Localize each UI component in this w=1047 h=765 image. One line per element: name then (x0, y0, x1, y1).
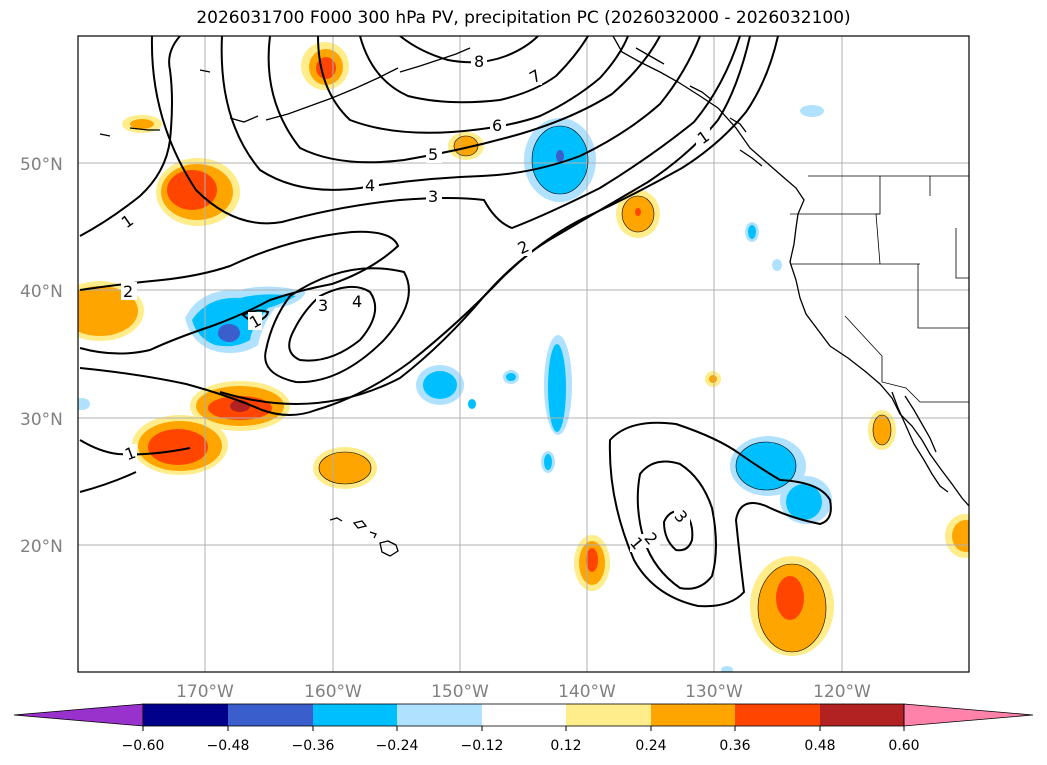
precip-blob-hawaii-north (313, 447, 377, 489)
precip-blob-off-oregon (616, 190, 660, 238)
colorbar-tick-4: −0.24 (376, 738, 419, 754)
pv-south-1 (608, 421, 832, 608)
pv-contour-3 (150, 36, 741, 230)
map-background (78, 36, 969, 672)
contour-label-5: 5 (428, 145, 438, 164)
grid-lines (78, 36, 969, 672)
pv-contour-2-north (79, 230, 400, 355)
lon-label-170w: 170°W (176, 682, 234, 702)
precip-outlines (318, 125, 892, 653)
colorbar-bin-2 (228, 704, 313, 726)
pv-low-2 (264, 267, 410, 384)
colorbar-tick-9: 0.48 (804, 738, 835, 754)
precip-blob-baja (868, 410, 896, 450)
colorbar-bin-3 (313, 704, 397, 726)
contour-label-4-low: 4 (352, 292, 362, 311)
contour-label-3: 3 (428, 187, 438, 206)
contour-label-2-w: 2 (123, 282, 133, 301)
contour-label-8: 8 (474, 52, 484, 71)
colorbar-bin-9 (820, 704, 904, 726)
lat-label-50n: 50°N (20, 155, 63, 175)
precip-neg-blob-small (78, 105, 824, 672)
colorbar-tick-6: 0.12 (550, 738, 581, 754)
lat-label-20n: 20°N (20, 537, 63, 557)
pv-contour-6 (317, 36, 629, 134)
pv-contour-7 (359, 36, 589, 104)
colorbar-bin-1 (143, 704, 228, 726)
colorbar-extend-low (13, 703, 144, 727)
precip-neg-blob-central (416, 335, 572, 473)
borders (790, 175, 969, 403)
colorbar-bin-7 (651, 704, 735, 726)
precip-blob-small-east (705, 371, 721, 387)
colorbar-tick-8: 0.36 (719, 738, 750, 754)
pv-contours (79, 36, 832, 608)
precip-blob-south-central (574, 535, 610, 591)
lat-axis-labels: 50°N 40°N 30°N 20°N (20, 155, 63, 557)
lat-label-40n: 40°N (20, 282, 63, 302)
precip-neg-blob-north (524, 118, 596, 202)
contour-label-3-low: 3 (318, 296, 328, 315)
precip-neg-blob-mid-west (185, 286, 306, 354)
precip-blob-south-east (750, 556, 834, 656)
lon-label-150w: 150°W (431, 682, 489, 702)
pv-contour-5 (267, 36, 661, 164)
contour-label-6: 6 (492, 116, 502, 135)
pv-contour-1-north (79, 36, 181, 237)
lon-label-120w: 120°W (813, 682, 871, 702)
hawaii-islands (329, 517, 399, 557)
precip-blob-mexico (945, 514, 969, 558)
colorbar-extend-high (903, 703, 1034, 727)
contour-label-4: 4 (365, 176, 375, 195)
colorbar-tick-3: −0.36 (292, 738, 335, 754)
contour-label-3-south: 3 (0, 0, 10, 4)
lat-label-30n: 30°N (20, 410, 63, 430)
pv-contour-1-sw (79, 471, 137, 493)
contour-labels: 8 7 6 5 4 3 2 1 1 1 2 3 4 3 1 1 2 3 (0, 0, 713, 553)
colorbar-bin-6 (566, 704, 651, 726)
colorbar-tick-5: −0.12 (461, 738, 504, 754)
colorbar-tick-10: 0.60 (888, 738, 919, 754)
lon-label-140w: 140°W (558, 682, 616, 702)
colorbar-bin-8 (735, 704, 820, 726)
pv-contour-1-west (79, 439, 191, 456)
pv-low-3 (288, 285, 377, 362)
lon-label-130w: 130°W (685, 682, 743, 702)
lon-label-160w: 160°W (304, 682, 362, 702)
map-frame (77, 35, 970, 673)
pv-contour-1-south (79, 36, 779, 416)
lon-axis-labels: 170°W 160°W 150°W 140°W 130°W 120°W (176, 682, 871, 702)
colorbar: −0.60 −0.48 −0.36 −0.24 −0.12 0.12 0.24 … (13, 703, 1034, 754)
colorbar-bin-4 (397, 704, 482, 726)
map-title: 2026031700 F000 300 hPa PV, precipitatio… (196, 8, 851, 28)
colorbar-tick-2: −0.48 (207, 738, 250, 754)
colorbar-tick-1: −0.60 (122, 738, 165, 754)
colorbar-tick-7: 0.24 (635, 738, 666, 754)
colorbar-bin-5 (482, 704, 566, 726)
pv-contour-4 (220, 36, 701, 191)
